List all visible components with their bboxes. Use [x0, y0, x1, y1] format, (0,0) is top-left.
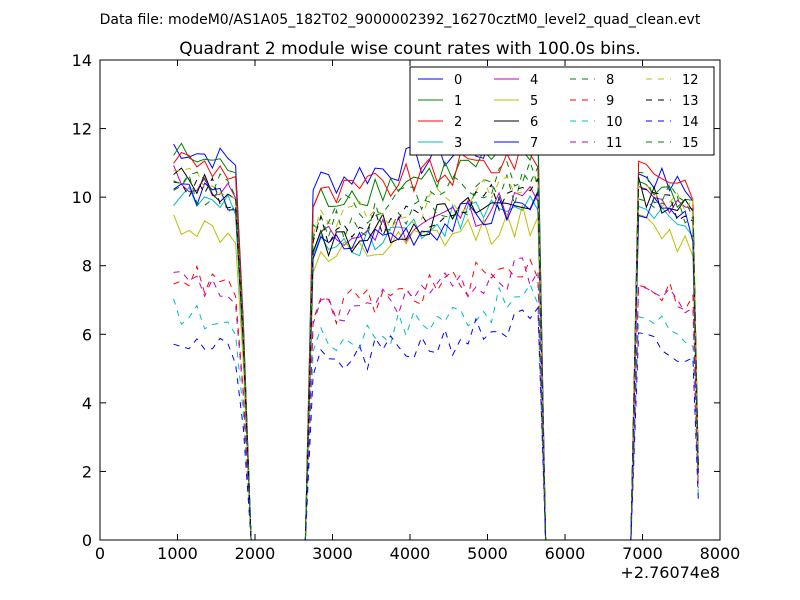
legend-label-1: 1 [454, 94, 462, 109]
series-line-15 [173, 160, 699, 541]
legend-label-0: 0 [454, 73, 462, 88]
legend-label-15: 15 [682, 136, 699, 151]
series-line-11 [173, 257, 699, 541]
legend-label-10: 10 [606, 115, 623, 130]
y-tick-label: 8 [82, 257, 92, 276]
series-line-3 [173, 186, 699, 541]
x-axis-offset-label: +2.76074e8 [620, 563, 720, 582]
y-tick-label: 2 [82, 462, 92, 481]
legend-label-12: 12 [682, 73, 699, 88]
chart-title: Quadrant 2 module wise count rates with … [179, 39, 640, 59]
x-tick-label: 0 [95, 544, 105, 563]
legend-frame [409, 66, 715, 156]
legend-label-13: 13 [682, 94, 699, 109]
series-line-12 [173, 167, 699, 541]
series-line-0 [173, 125, 699, 541]
legend-label-9: 9 [606, 94, 614, 109]
legend-label-8: 8 [606, 73, 614, 88]
series-line-9 [173, 258, 699, 541]
x-tick-label: 4000 [390, 544, 431, 563]
legend-label-3: 3 [454, 136, 462, 151]
legend-label-7: 7 [530, 136, 538, 151]
x-tick-label: 7000 [622, 544, 663, 563]
y-tick-label: 14 [72, 51, 92, 70]
x-tick-label: 6000 [545, 544, 586, 563]
legend-label-6: 6 [530, 115, 538, 130]
y-tick-label: 10 [72, 188, 92, 207]
series-line-13 [173, 176, 699, 541]
series-line-4 [173, 165, 699, 541]
x-tick-label: 3000 [312, 544, 353, 563]
legend-label-11: 11 [606, 136, 623, 151]
series-line-8 [173, 166, 699, 541]
legend-label-4: 4 [530, 73, 538, 88]
x-tick-label: 5000 [467, 544, 508, 563]
series-line-10 [173, 283, 699, 541]
series-lines [173, 125, 699, 541]
y-tick-label: 6 [82, 325, 92, 344]
figure-suptitle: Data file: modeM0/AS1A05_182T02_90000023… [100, 12, 701, 28]
legend-label-2: 2 [454, 115, 462, 130]
axis-ticks: 0 1000 2000 3000 4000 5000 6000 7000 80000246810… [72, 51, 741, 563]
series-line-14 [173, 306, 699, 541]
series-line-1 [173, 137, 699, 541]
x-tick-label: 8000 [700, 544, 741, 563]
series-line-2 [173, 137, 699, 541]
x-tick-label: 1000 [157, 544, 198, 563]
series-line-6 [173, 167, 699, 541]
x-tick-label: 2000 [235, 544, 276, 563]
series-line-5 [173, 204, 699, 541]
y-tick-label: 0 [82, 531, 92, 550]
y-tick-label: 4 [82, 394, 92, 413]
series-line-7 [173, 182, 699, 541]
legend-label-5: 5 [530, 94, 538, 109]
y-tick-label: 12 [72, 120, 92, 139]
legend-label-14: 14 [682, 115, 699, 130]
